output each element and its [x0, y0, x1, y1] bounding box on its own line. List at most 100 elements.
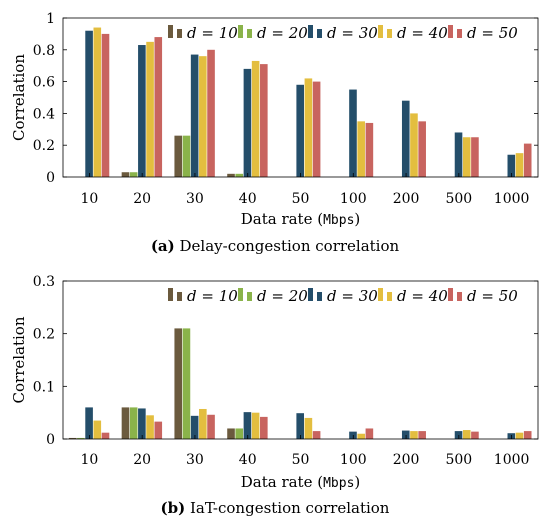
x-tick-label: 100	[340, 452, 367, 468]
bar	[401, 430, 410, 439]
caption-text: IaT-congestion correlation	[185, 499, 390, 517]
bar	[101, 432, 110, 439]
bar	[129, 172, 138, 177]
legend-swatch	[457, 29, 462, 38]
bar	[454, 132, 463, 177]
x-axis-label-prefix: Data rate (	[241, 210, 323, 228]
x-tick-label: 1000	[494, 191, 530, 207]
bar	[85, 30, 93, 177]
legend-swatch	[247, 292, 252, 301]
y-tick-label: 0	[46, 170, 55, 186]
bar	[243, 412, 252, 439]
legend-entry: d = 10	[187, 24, 238, 42]
bar	[190, 54, 199, 177]
bar	[471, 431, 479, 439]
bar	[410, 431, 418, 439]
legend-entry: d = 50	[467, 287, 518, 305]
legend-swatch	[378, 288, 383, 301]
x-tick-label: 50	[292, 191, 310, 207]
legend-swatch	[378, 25, 383, 38]
chart-panel-0: 0 0.2 0.4 0.6 0.8 1 10 20 30 40 50 100 200 500 1000 Cor…	[10, 11, 539, 255]
y-tick-label: 0.3	[33, 274, 55, 290]
bar	[523, 431, 532, 439]
legend-entry: d = 30	[327, 287, 378, 305]
bar	[190, 415, 199, 439]
bar	[227, 428, 235, 439]
x-axis-label-prefix: Data rate (	[241, 473, 323, 491]
legend-swatch	[457, 292, 462, 301]
bar	[515, 432, 524, 439]
bar	[507, 154, 516, 177]
x-tick-label: 200	[393, 452, 420, 468]
legend-swatch	[317, 29, 322, 38]
bar	[235, 428, 244, 439]
legend-swatch	[448, 288, 453, 301]
x-tick-label: 500	[445, 191, 472, 207]
legend-entry: d = 20	[257, 287, 308, 305]
bar	[401, 100, 410, 177]
bar	[146, 415, 154, 439]
legend-swatch	[387, 29, 392, 38]
chart-caption: (a) Delay-congestion correlation	[151, 237, 400, 255]
x-tick-label: 1000	[494, 452, 530, 468]
y-tick-label: 0.4	[33, 106, 55, 122]
bar	[138, 408, 146, 439]
bar	[93, 420, 102, 439]
bar	[182, 135, 191, 177]
x-tick-label: 10	[80, 452, 98, 468]
bar	[357, 433, 365, 439]
legend-entry: d = 40	[397, 24, 448, 42]
x-tick-label: 20	[133, 191, 151, 207]
y-tick-label: 0.8	[33, 43, 55, 59]
legend-entry: d = 40	[397, 287, 448, 305]
bar	[251, 60, 260, 177]
bar	[251, 412, 260, 439]
bar	[77, 437, 85, 439]
legend-swatch	[448, 25, 453, 38]
y-tick-label: 1	[46, 11, 55, 27]
bar	[101, 33, 110, 178]
bar	[349, 89, 357, 177]
bar	[418, 431, 426, 439]
y-tick-label: 0.6	[33, 75, 55, 91]
bar	[296, 84, 304, 177]
bar	[146, 41, 154, 177]
bar	[515, 153, 524, 177]
bar	[462, 137, 471, 177]
legend-swatch	[238, 288, 243, 301]
legend-entry: d = 30	[327, 24, 378, 42]
x-axis-label-suffix: )	[354, 473, 360, 491]
legend-entry: d = 50	[467, 24, 518, 42]
caption-tag: (a)	[151, 237, 175, 255]
bar	[357, 121, 365, 177]
legend-entry: d = 20	[257, 24, 308, 42]
bar	[121, 172, 130, 177]
chart-panel-1: 0 0.1 0.2 0.3 10 20 30 40 50 100 200 500 1000 Correla…	[10, 274, 539, 517]
x-axis-label: Data rate (Mbps)	[241, 473, 361, 491]
bar	[365, 122, 374, 177]
bar	[207, 414, 215, 439]
bar	[199, 408, 207, 439]
bar	[227, 173, 235, 177]
x-tick-label: 10	[80, 191, 98, 207]
bar	[304, 78, 313, 177]
y-axis-label: Correlation	[10, 316, 28, 403]
legend-swatch	[168, 288, 173, 301]
bar	[312, 81, 321, 177]
x-tick-label: 40	[239, 191, 257, 207]
y-tick-label: 0.1	[33, 379, 55, 395]
x-tick-label: 50	[292, 452, 310, 468]
legend-swatch	[387, 292, 392, 301]
x-tick-label: 40	[239, 452, 257, 468]
bar	[365, 428, 374, 439]
legend-swatch	[308, 288, 313, 301]
x-tick-label: 100	[340, 191, 367, 207]
legend-swatch	[308, 25, 313, 38]
y-tick-label: 0.2	[33, 138, 55, 154]
bar	[85, 407, 93, 439]
bar	[462, 430, 471, 439]
legend-swatch	[238, 25, 243, 38]
x-axis-label-suffix: )	[354, 210, 360, 228]
bar	[199, 56, 207, 177]
